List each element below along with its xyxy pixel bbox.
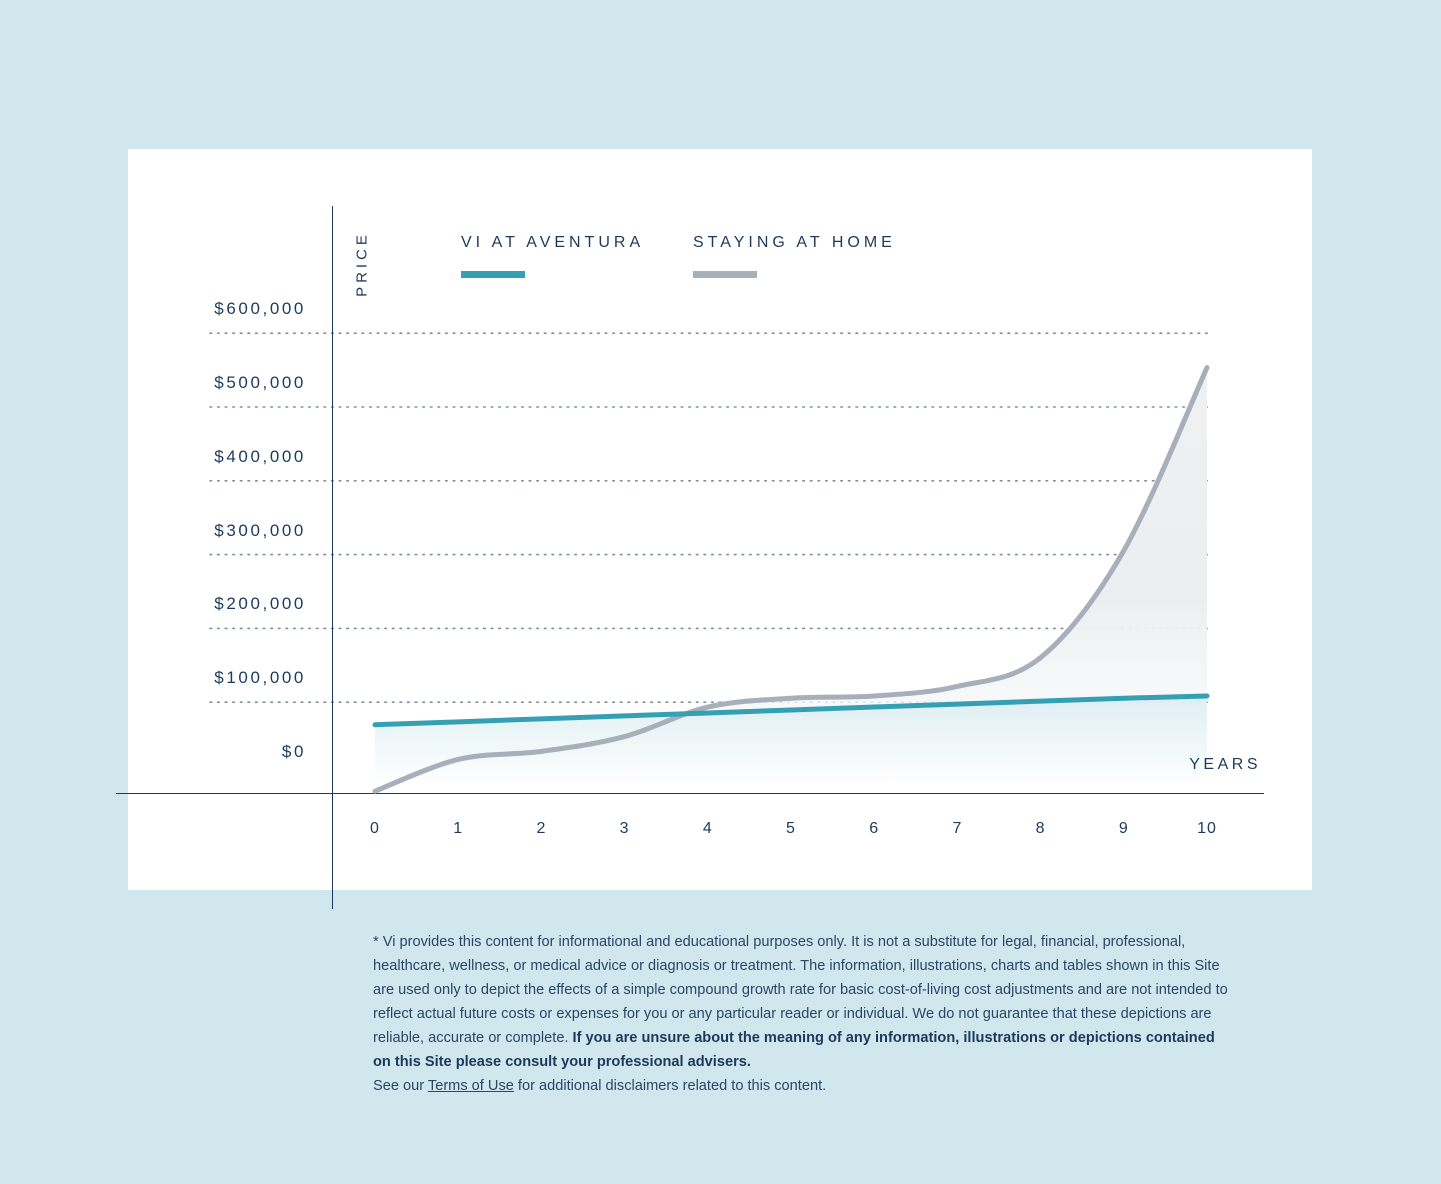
legend-swatch-vi bbox=[461, 271, 525, 278]
x-tick-label: 10 bbox=[1197, 820, 1217, 837]
legend-swatch-home bbox=[693, 271, 757, 278]
see-terms-suffix: for additional disclaimers related to th… bbox=[513, 1078, 827, 1094]
y-tick-label: $500,000 bbox=[214, 373, 306, 392]
x-tick-label: 7 bbox=[952, 820, 963, 837]
x-tick-label: 3 bbox=[619, 820, 630, 837]
x-tick-label: 8 bbox=[1035, 820, 1046, 837]
home-series-line bbox=[372, 365, 1210, 794]
vi-series-line bbox=[372, 693, 1210, 728]
x-tick-label: 1 bbox=[453, 820, 464, 837]
x-tick-label: 0 bbox=[370, 820, 380, 837]
y-tick-label: $400,000 bbox=[214, 446, 306, 466]
gridlines bbox=[209, 332, 1213, 704]
x-tick-label: 2 bbox=[536, 820, 547, 837]
legend-label-vi: VI AT AVENTURA bbox=[461, 234, 645, 251]
y-tick-label: $100,000 bbox=[214, 668, 306, 688]
y-tick-label: $300,000 bbox=[214, 520, 306, 540]
see-terms-prefix: See our bbox=[373, 1078, 428, 1094]
x-tick-label: 9 bbox=[1118, 820, 1129, 837]
disclaimer-text: * Vi provides this content for informati… bbox=[373, 934, 1228, 1046]
y-tick-label: $200,000 bbox=[214, 594, 306, 614]
x-tick-label: 5 bbox=[786, 820, 796, 837]
y-tick-label: $0 bbox=[281, 742, 306, 761]
x-tick-label: 6 bbox=[869, 820, 880, 837]
y-axis-title: PRICE bbox=[353, 231, 371, 297]
y-tick-label: $600,000 bbox=[214, 299, 306, 319]
legend-label-home: STAYING AT HOME bbox=[693, 234, 896, 251]
disclaimer-bold-text: If you are unsure about the meaning of a… bbox=[373, 1030, 1215, 1070]
x-tick-label: 4 bbox=[702, 820, 713, 837]
series-lines bbox=[372, 365, 1210, 794]
x-axis-title: YEARS bbox=[1189, 756, 1261, 773]
series-areas bbox=[375, 367, 1207, 792]
terms-of-use-link[interactable]: Terms of Use bbox=[427, 1078, 514, 1094]
home-series-area bbox=[375, 367, 1207, 792]
disclaimer: * Vi provides this content for informati… bbox=[373, 930, 1233, 1098]
axes bbox=[116, 206, 1264, 909]
